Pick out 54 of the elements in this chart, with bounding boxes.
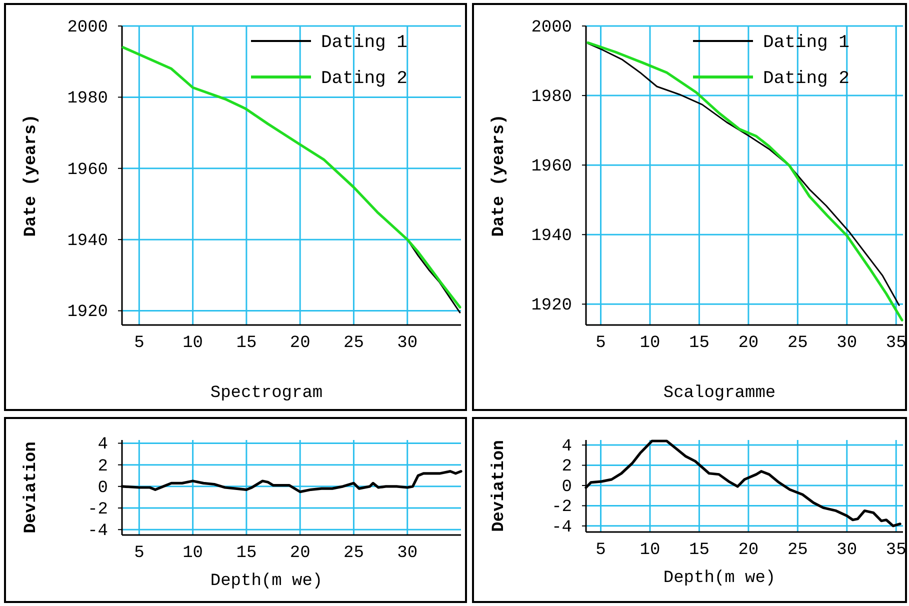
x-tick-label: 25 (787, 334, 808, 354)
x-tick-label: 5 (134, 544, 144, 564)
y-axis-title: Date (years) (22, 114, 41, 237)
x-tick-label: 15 (689, 334, 710, 354)
y-tick-label: 1920 (67, 303, 108, 322)
y-axis-title: Deviation (490, 440, 509, 532)
y-tick-label: 0 (98, 478, 108, 498)
x-tick-label: 15 (236, 334, 257, 354)
y-tick-label: -4 (552, 518, 572, 538)
y-tick-label: 2000 (531, 18, 572, 38)
y-tick-label: -2 (88, 500, 108, 520)
x-tick-label: 20 (738, 334, 759, 354)
y-tick-label: 1980 (67, 90, 108, 109)
x-tick-label: 30 (397, 334, 418, 354)
x-tick-label: 5 (134, 334, 144, 354)
x-tick-label: 10 (640, 541, 660, 560)
x-tick-label: 20 (290, 334, 310, 354)
x-axis-title: Spectrogram (210, 384, 323, 403)
y-axis-title: Date (years) (490, 114, 509, 237)
y-tick-label: 2000 (67, 18, 108, 38)
x-tick-label: 5 (596, 334, 606, 354)
x-tick-label: 30 (836, 334, 858, 354)
x-axis-title: Scalogramme (663, 384, 776, 403)
x-axis-title: Depth(m we) (663, 569, 776, 588)
y-tick-label: 1960 (67, 160, 108, 180)
x-tick-label: 25 (344, 334, 364, 354)
y-tick-label: 1940 (531, 227, 572, 246)
y-tick-label: 0 (562, 478, 572, 497)
x-tick-label: 10 (640, 334, 660, 354)
y-axis-title: Deviation (22, 442, 41, 534)
y-tick-label: -4 (88, 522, 108, 542)
y-tick-label: 1980 (531, 88, 572, 107)
x-tick-label: 20 (738, 541, 759, 560)
y-tick-label: 4 (98, 436, 108, 455)
y-tick-label: 1940 (67, 232, 108, 252)
y-tick-label: 4 (562, 437, 572, 456)
x-tick-label: 30 (836, 541, 858, 560)
x-tick-label: 20 (290, 544, 310, 564)
x-tick-label: 30 (397, 544, 418, 564)
x-tick-label: 25 (344, 544, 364, 564)
x-tick-label: 15 (689, 541, 710, 560)
y-tick-label: 2 (98, 457, 108, 476)
y-tick-label: -2 (552, 498, 572, 518)
x-tick-label: 15 (236, 544, 257, 564)
y-tick-label: 2 (562, 458, 572, 477)
x-tick-label: 35 (886, 334, 906, 354)
y-tick-label: 1920 (531, 296, 572, 316)
x-tick-label: 10 (182, 334, 204, 354)
x-tick-label: 5 (596, 541, 606, 560)
x-tick-label: 10 (182, 544, 204, 564)
x-tick-label: 25 (787, 541, 808, 560)
x-tick-label: 35 (886, 541, 906, 560)
y-tick-label: 1960 (531, 158, 572, 177)
x-axis-title: Depth(m we) (210, 572, 323, 591)
